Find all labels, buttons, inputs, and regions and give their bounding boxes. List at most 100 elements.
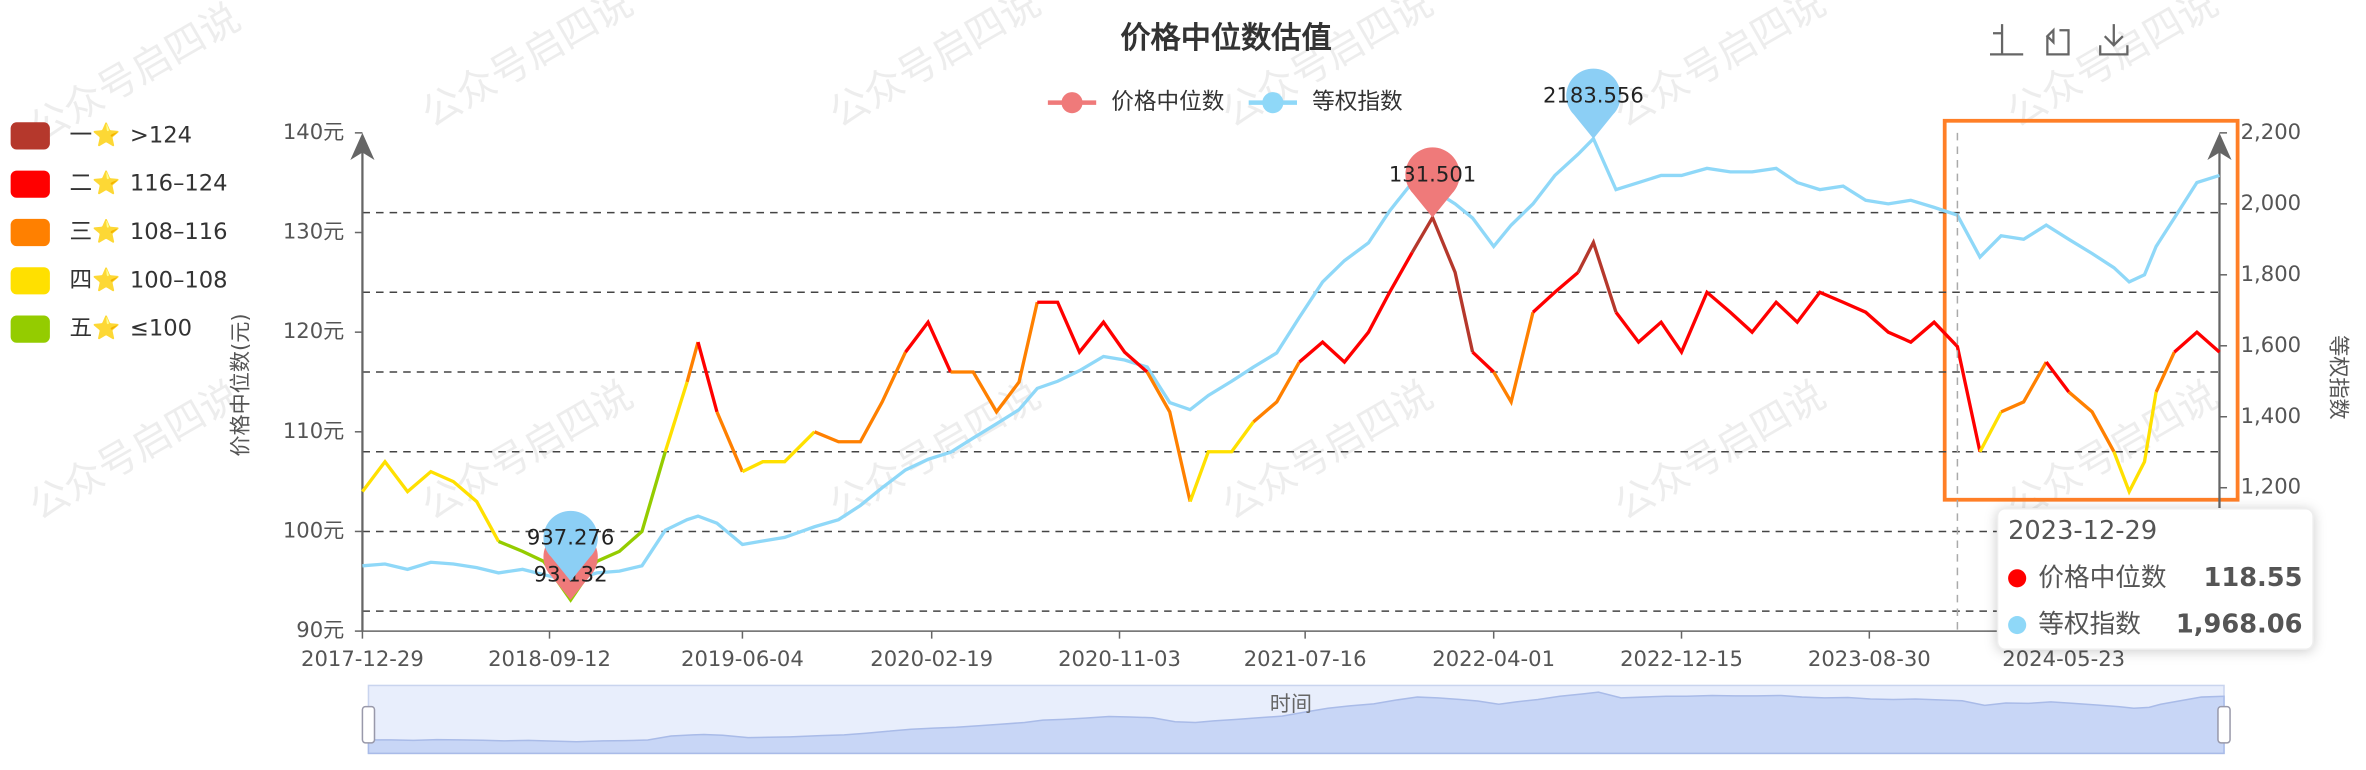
watermark: 公众号启四说: [414, 0, 640, 137]
mark-pin: [543, 510, 598, 581]
price-line-segment: [1471, 350, 1495, 374]
price-line-segment: [1252, 361, 1301, 424]
legend-swatch: [10, 315, 50, 343]
price-line-segment: [2044, 361, 2071, 393]
legend-entry: 价格中位数: [1111, 89, 1224, 115]
price-line-segment: [1298, 251, 1414, 365]
y2-tick-label: 1,200: [2241, 474, 2301, 499]
price-line-segment: [1492, 311, 1535, 407]
y2-tick-label: 1,600: [2241, 332, 2301, 357]
price-line-segment: [2173, 329, 2221, 354]
price-line-segment: [715, 411, 744, 473]
price-line-segment: [950, 301, 1039, 415]
datazoom-handle[interactable]: [361, 705, 376, 744]
legend-entry: 等权指数: [1312, 89, 1403, 115]
toolbox: [1989, 24, 2129, 56]
toolbox-restore[interactable]: [2045, 27, 2070, 56]
price-line-segment: [685, 341, 700, 383]
tooltip-value: 1,968.06: [2176, 610, 2303, 640]
toolbox-download[interactable]: [2099, 24, 2129, 56]
legend-range: 100–108: [130, 267, 228, 293]
mark-pin: [1566, 68, 1621, 139]
price-line-segment: [1978, 411, 2003, 453]
legend-range: 116–124: [130, 171, 228, 197]
legend-swatch: [10, 267, 50, 295]
highlight-box: [1942, 118, 2240, 502]
watermarks: 公众号启四说 公众号启四说 公众号启四说 公众号启四说 公众号启四说 公众号启四说公众号启…: [22, 0, 2226, 530]
x-tick-label: 2020-02-19: [870, 646, 993, 671]
tooltip-box: [1996, 508, 2314, 650]
toolbox-zoom[interactable]: [1989, 24, 2024, 56]
x-tick-label: 2018-09-12: [488, 646, 611, 671]
y-tick-label: 130元: [283, 219, 344, 244]
mark-pin-label: 937.276: [527, 525, 614, 550]
watermark: 公众号启四说: [22, 373, 248, 530]
legend-swatch: [10, 170, 50, 198]
x-tick-label: 2020-11-03: [1058, 646, 1181, 671]
price-line-segment: [696, 341, 719, 413]
y2-tick-label: 2,000: [2241, 190, 2301, 215]
y-tick-label: 140元: [283, 119, 344, 144]
legend-label: 五⭐: [70, 315, 121, 342]
mark-pin-label: 2183.556: [1543, 82, 1644, 107]
price-line-segment: [1614, 289, 1982, 453]
tooltip-dot: [2008, 616, 2027, 635]
legend-label: 三⭐: [70, 218, 121, 245]
price-line-segment: [2000, 361, 2048, 414]
y2-axis-name: 等权指数: [2326, 335, 2351, 420]
tooltip-name: 价格中位数: [2038, 563, 2166, 593]
legend-icon: [1061, 92, 1083, 114]
price-line-segment: [1145, 371, 1192, 502]
price-line-segment: [741, 430, 816, 474]
y2-tick-label: 2,200: [2241, 119, 2301, 144]
price-line-segment: [1531, 271, 1580, 314]
x-axis-name: 时间: [1270, 691, 1312, 716]
y-tick-label: 100元: [283, 517, 344, 542]
watermark: 公众号启四说: [822, 0, 1048, 137]
y-axis-arrow: [350, 132, 375, 161]
legend-swatch: [10, 218, 50, 247]
y-axis-name: 价格中位数(元): [228, 313, 253, 456]
x-tick-label: 2022-12-15: [1620, 646, 1743, 671]
y-tick-label: 110元: [283, 418, 344, 443]
price-line-segment: [2067, 390, 2116, 453]
legend-label: 四⭐: [70, 266, 121, 293]
tooltip-title: 2023-12-29: [2008, 516, 2157, 546]
tooltip-value: 118.55: [2204, 563, 2303, 593]
watermark: 公众号启四说: [1607, 0, 1833, 137]
datazoom-handle[interactable]: [2217, 705, 2231, 744]
watermark: 公众号启四说: [2000, 0, 2226, 137]
legend-label: 一⭐: [70, 121, 121, 148]
price-line-segment: [361, 458, 501, 543]
legend-label: 二⭐: [70, 170, 121, 197]
price-line-segment: [1410, 213, 1475, 353]
mark-pin-label: 131.501: [1389, 161, 1476, 186]
price-line-segment: [663, 381, 689, 453]
x-tick-label: 2017-12-29: [301, 646, 424, 671]
price-line-segment: [813, 351, 907, 444]
price-line-segment: [2112, 391, 2158, 496]
legend-range: ≤100: [130, 316, 192, 342]
y2-tick-label: 1,400: [2241, 403, 2301, 428]
legend-range: >124: [130, 122, 192, 148]
y2-axis-arrow: [2207, 132, 2232, 161]
price-line-segment: [2154, 351, 2176, 393]
legend-icon: [1262, 92, 1284, 114]
price-line-segment: [1037, 300, 1149, 374]
tooltip-dot: [2008, 569, 2027, 588]
x-tick-label: 2021-07-16: [1244, 646, 1367, 671]
legend-swatch: [10, 122, 50, 150]
price-line-segment: [904, 318, 953, 373]
index-line: [362, 135, 2220, 583]
y2-tick-label: 1,800: [2241, 261, 2301, 286]
mark-pin: [1405, 147, 1460, 218]
x-tick-label: 2023-08-30: [1808, 646, 1931, 671]
y-tick-label: 120元: [283, 318, 344, 343]
x-tick-label: 2022-04-01: [1432, 646, 1555, 671]
chart-title: 价格中位数估值: [1120, 20, 1331, 56]
y-tick-label: 90元: [296, 617, 344, 642]
price-line-segment: [1188, 420, 1255, 503]
tooltip-name: 等权指数: [2038, 610, 2141, 640]
